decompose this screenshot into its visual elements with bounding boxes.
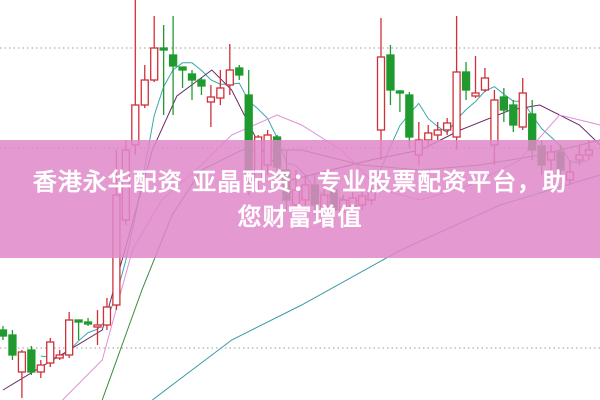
candle [471, 56, 480, 98]
candle-body [480, 77, 490, 91]
candle [150, 16, 159, 82]
candle-body [197, 79, 206, 87]
candle-body [8, 334, 17, 356]
candle-body [433, 129, 442, 136]
banner-line-2: 您财富增值 [237, 203, 363, 231]
candle-body [46, 341, 55, 364]
candle-body [452, 71, 461, 138]
candle [442, 118, 452, 135]
candle [93, 310, 102, 345]
candle [74, 319, 83, 340]
candle [509, 100, 518, 132]
candle [83, 318, 93, 326]
candle [376, 18, 386, 160]
candle-body [83, 321, 93, 325]
candle-body [178, 66, 187, 71]
candle [216, 70, 225, 105]
candle-body [140, 79, 149, 106]
candle [433, 122, 442, 140]
candle-body [187, 73, 197, 81]
candle-body [442, 122, 452, 131]
candle [102, 298, 112, 330]
candle [159, 25, 168, 115]
candle-body [206, 96, 216, 103]
title-banner: 香港永华配资 亚晶配资：专业股票配资平台，助 您财富增值 [0, 140, 600, 258]
candle [518, 78, 527, 130]
candle [178, 66, 187, 88]
candle [197, 78, 206, 95]
candle-body [499, 96, 509, 111]
candle [480, 68, 490, 92]
candle-body [159, 47, 168, 51]
candle [55, 350, 64, 360]
candle-body [471, 92, 480, 97]
candle-body [405, 94, 414, 138]
candle-body [424, 132, 433, 141]
candle [235, 65, 244, 80]
candle-body [65, 319, 74, 356]
candle-body [395, 90, 405, 94]
candle-body [27, 349, 36, 373]
candle [27, 346, 36, 375]
candle [168, 16, 178, 115]
candle [65, 312, 74, 358]
candle-body [150, 47, 159, 81]
candle-body [509, 104, 518, 126]
candle-body [386, 54, 395, 91]
candle [140, 65, 149, 108]
candle-body [168, 54, 178, 67]
candle-body [216, 87, 225, 99]
candle [187, 70, 197, 100]
candle-body [17, 351, 27, 373]
candle-body [36, 364, 45, 373]
candle [499, 88, 509, 122]
candle [17, 350, 27, 398]
candle [36, 360, 45, 378]
candle-body [55, 354, 64, 359]
candle-body [461, 71, 471, 91]
candle-body [131, 104, 140, 146]
candle-body [93, 324, 102, 328]
candle-body [74, 319, 83, 323]
candle-body [102, 306, 112, 326]
candle-body [235, 67, 244, 76]
candle [225, 44, 234, 95]
candle-body [518, 92, 527, 128]
candle [8, 330, 17, 360]
candle [452, 16, 461, 150]
banner-line-1: 香港永华配资 亚晶配资：专业股票配资平台，助 [32, 168, 568, 196]
candle [206, 85, 216, 127]
candle-body [0, 329, 8, 337]
banner-text: 香港永华配资 亚晶配资：专业股票配资平台，助 您财富增值 [0, 140, 600, 235]
candle [395, 90, 405, 112]
candle-body [490, 99, 499, 146]
candle [131, 0, 140, 155]
candle-body [376, 56, 386, 131]
candle [405, 92, 414, 148]
candle [386, 45, 395, 105]
candle-body [225, 69, 234, 86]
candle [46, 338, 55, 367]
candle [0, 326, 8, 340]
candle [461, 62, 471, 100]
